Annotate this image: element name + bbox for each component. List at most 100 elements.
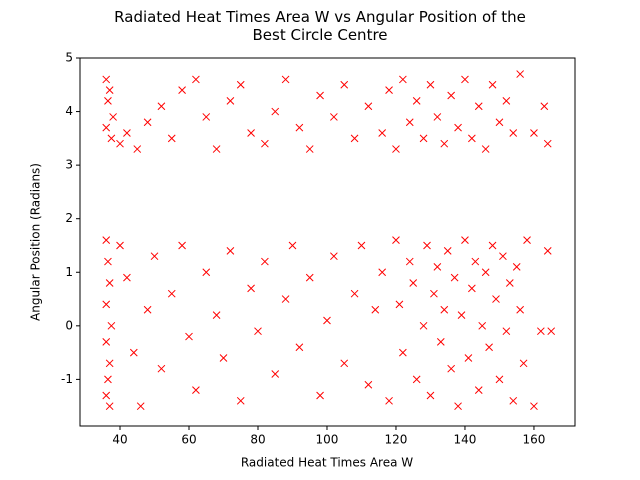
point xyxy=(261,257,269,266)
point xyxy=(143,305,152,314)
point xyxy=(185,332,193,341)
point xyxy=(357,241,366,250)
point xyxy=(236,80,245,89)
point xyxy=(474,102,483,111)
point xyxy=(102,75,111,84)
point xyxy=(133,145,142,153)
point xyxy=(419,134,428,143)
point xyxy=(167,289,176,298)
point xyxy=(104,375,112,384)
point xyxy=(305,145,314,153)
point xyxy=(105,279,114,287)
point xyxy=(364,380,373,389)
point xyxy=(502,327,511,336)
point xyxy=(288,241,297,250)
x-tick-label: 40 xyxy=(112,433,127,447)
point xyxy=(202,268,211,277)
point xyxy=(461,236,469,244)
y-tick-label: 2 xyxy=(65,211,73,225)
point xyxy=(547,327,556,336)
point xyxy=(247,129,255,137)
y-tick-label: 0 xyxy=(65,318,73,332)
point xyxy=(523,236,531,244)
point xyxy=(192,386,200,394)
point xyxy=(440,305,449,314)
point xyxy=(543,139,552,148)
point xyxy=(316,391,324,400)
y-tick-label: 1 xyxy=(65,265,73,279)
y-tick-label: -1 xyxy=(61,372,73,386)
point xyxy=(516,70,525,78)
point xyxy=(399,75,407,84)
point xyxy=(443,246,452,255)
point xyxy=(105,359,114,368)
point xyxy=(536,327,545,336)
point xyxy=(157,364,166,373)
point xyxy=(492,295,500,303)
point xyxy=(440,139,449,148)
point xyxy=(499,252,507,261)
y-tick-label: 5 xyxy=(65,51,73,65)
point xyxy=(488,80,497,89)
point xyxy=(409,279,418,287)
point xyxy=(419,321,428,330)
point xyxy=(247,284,255,293)
x-tick-label: 140 xyxy=(454,433,477,447)
point xyxy=(192,75,200,84)
point xyxy=(395,300,404,309)
point xyxy=(433,263,442,271)
point xyxy=(505,279,514,287)
point xyxy=(436,338,445,346)
point xyxy=(512,263,521,271)
point xyxy=(485,343,493,352)
point xyxy=(271,107,280,116)
point xyxy=(116,241,124,250)
point xyxy=(350,134,359,143)
point xyxy=(457,311,466,319)
point xyxy=(102,123,111,132)
point xyxy=(399,348,407,357)
point xyxy=(129,348,138,357)
point xyxy=(236,396,245,405)
point xyxy=(461,75,469,84)
point xyxy=(405,257,414,266)
point xyxy=(412,96,421,105)
x-tick-label: 80 xyxy=(250,433,265,447)
point xyxy=(516,305,525,314)
point xyxy=(109,113,117,121)
point xyxy=(316,91,324,100)
point xyxy=(254,327,262,336)
x-tick-label: 120 xyxy=(385,433,408,447)
point xyxy=(426,391,435,400)
point xyxy=(392,145,400,153)
point xyxy=(543,246,552,255)
point xyxy=(519,359,528,368)
point xyxy=(378,129,387,137)
point xyxy=(405,118,414,127)
point xyxy=(530,402,538,411)
point xyxy=(371,305,380,314)
point xyxy=(330,252,338,261)
point xyxy=(219,354,228,362)
chart-title: Radiated Heat Times Area W vs Angular Po… xyxy=(114,8,526,44)
point xyxy=(340,80,349,89)
point xyxy=(167,134,176,143)
point xyxy=(107,134,116,143)
point xyxy=(447,364,456,373)
point xyxy=(385,86,393,94)
y-axis-label: Angular Position (Radians) xyxy=(29,163,43,321)
point xyxy=(471,257,480,266)
point xyxy=(385,396,393,405)
point xyxy=(178,241,186,250)
plot-frame xyxy=(79,57,576,427)
point xyxy=(123,129,131,137)
point xyxy=(454,402,462,411)
point xyxy=(281,75,290,84)
point xyxy=(116,139,124,148)
point xyxy=(295,343,304,352)
point xyxy=(426,80,435,89)
point xyxy=(104,257,112,266)
point xyxy=(104,96,112,105)
